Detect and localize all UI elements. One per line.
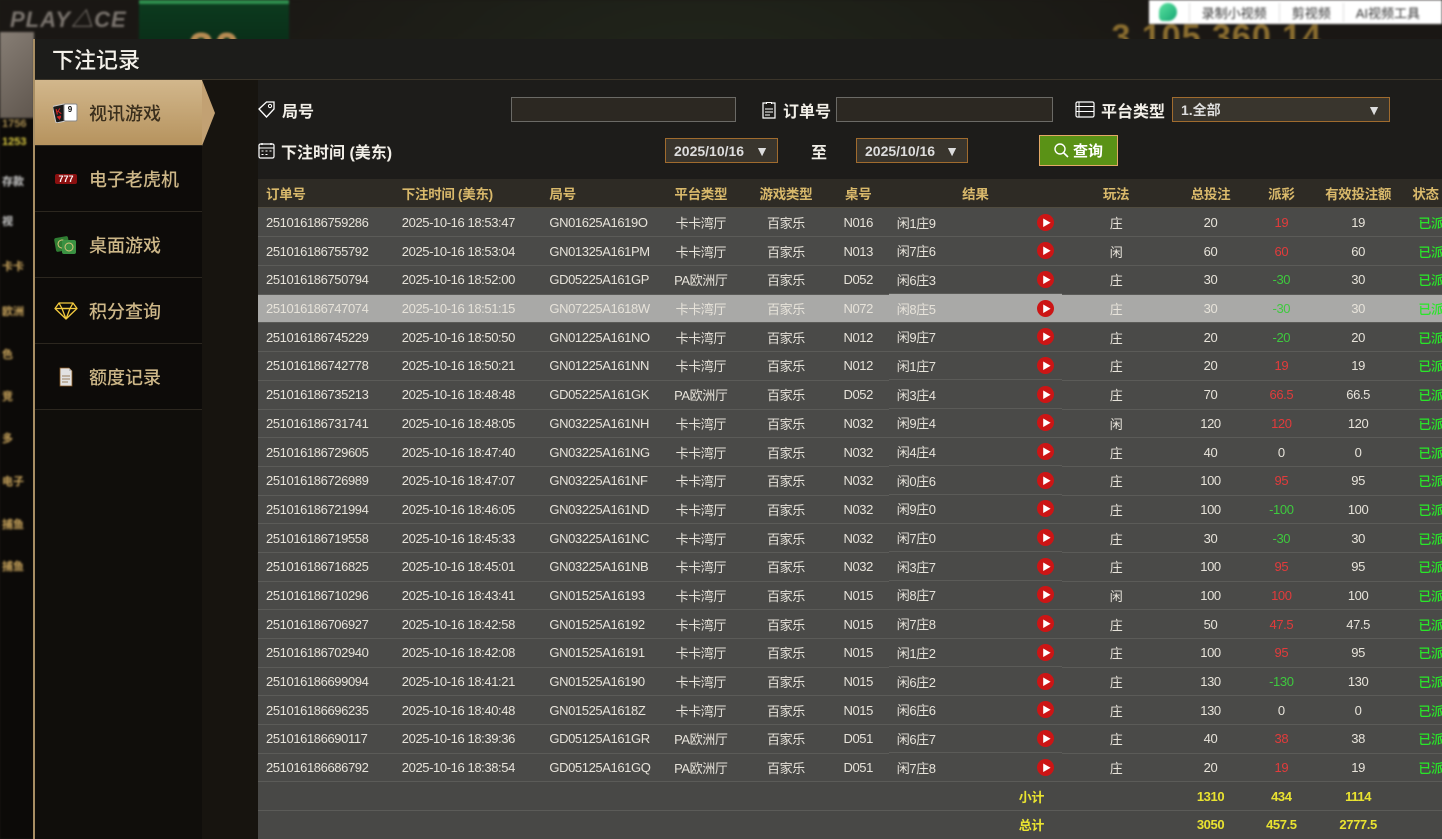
svg-text:9: 9 (68, 105, 73, 114)
svg-text:777: 777 (58, 174, 73, 184)
